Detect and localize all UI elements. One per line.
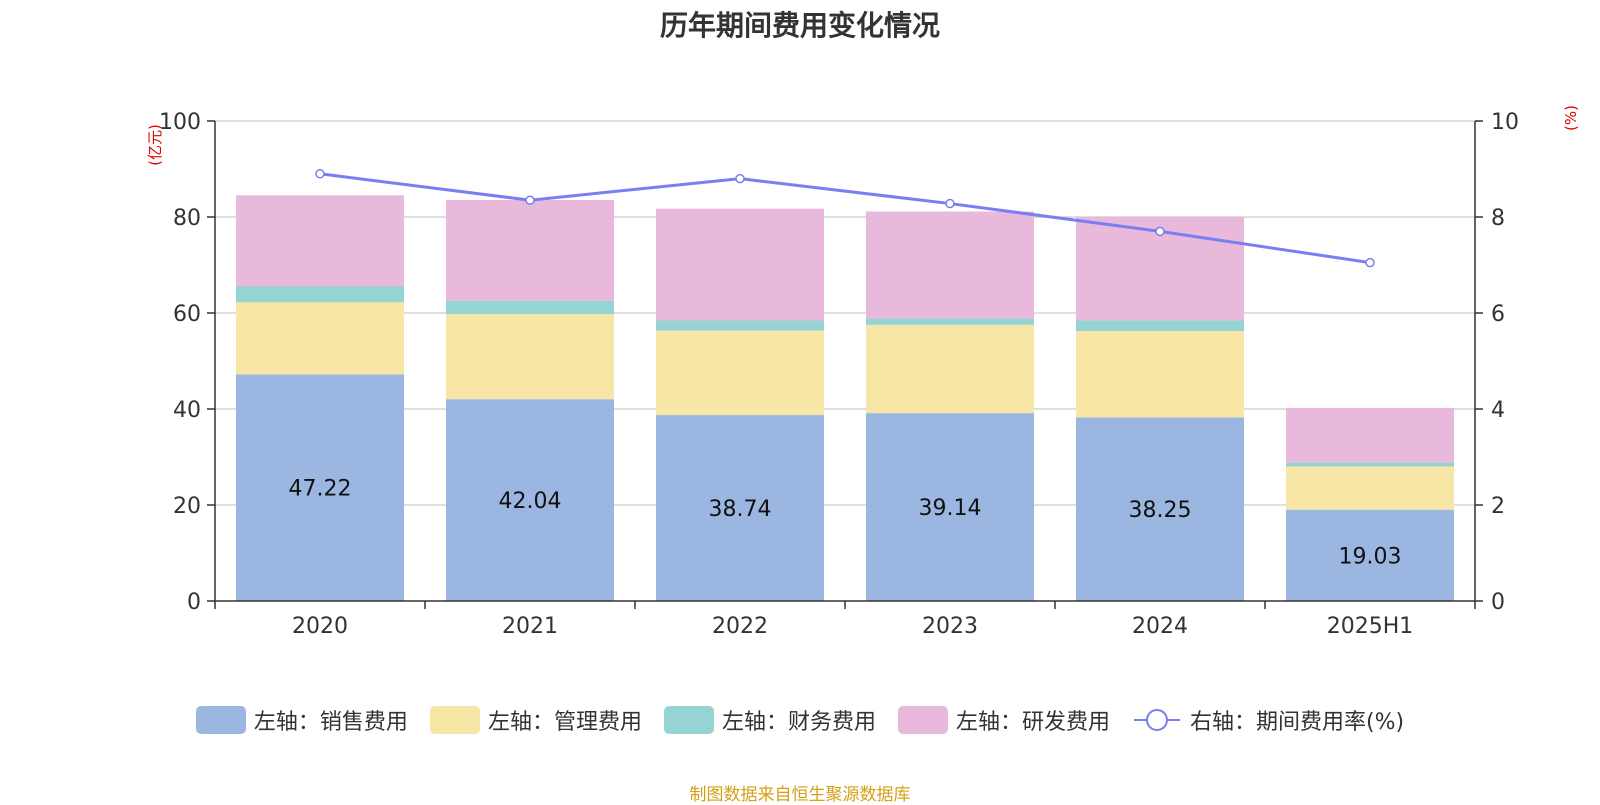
legend: 左轴：销售费用 左轴：管理费用 左轴：财务费用 左轴：研发费用 右轴：期间费用率(%) — [0, 704, 1600, 736]
bar-segment — [866, 318, 1034, 325]
bar-data-label: 38.25 — [1129, 498, 1192, 523]
bar-layer — [236, 195, 1454, 601]
legend-swatch — [195, 706, 246, 734]
bar-segment — [866, 211, 1034, 319]
right-axis-tick-label: 4 — [1491, 398, 1505, 423]
bar-segment — [446, 314, 614, 400]
bar-data-label: 47.22 — [289, 477, 352, 502]
x-axis-tick-label: 2025H1 — [1327, 614, 1414, 639]
legend-label: 右轴：期间费用率(%) — [1189, 710, 1405, 735]
rate-line-point — [1155, 226, 1165, 237]
axes: 0 20 40 60 80 100 0 2 4 6 8 10 2020 2021 2022 2023 2024 2… — [159, 110, 1519, 639]
source-note: 制图数据来自恒生聚源数据库 — [689, 785, 911, 805]
x-axis-tick-label: 2021 — [502, 614, 558, 639]
bar-segment — [1286, 466, 1454, 510]
x-axis-tick-label: 2024 — [1132, 614, 1188, 639]
legend-swatch — [897, 706, 948, 734]
x-axis-tick-label: 2022 — [712, 614, 768, 639]
grid-lines — [215, 120, 1475, 506]
legend-swatch — [429, 706, 480, 734]
right-axis-tick-label: 10 — [1491, 110, 1519, 135]
right-axis-tick-label: 2 — [1491, 494, 1505, 519]
left-axis-tick-label: 20 — [173, 494, 201, 519]
x-axis-tick-label: 2020 — [292, 614, 348, 639]
rate-line-point — [735, 173, 745, 184]
bar-segment — [656, 208, 824, 321]
right-axis-unit-label: (%) — [1562, 105, 1580, 131]
rate-line — [319, 172, 1371, 265]
data-labels: 47.22 42.04 38.74 39.14 38.25 19.03 — [289, 477, 1402, 570]
bar-segment — [866, 413, 1034, 601]
left-axis-tick-label: 40 — [173, 398, 201, 423]
right-axis-tick-label: 8 — [1491, 206, 1505, 231]
bar-segment — [1076, 331, 1244, 418]
bar-segment — [1286, 407, 1454, 463]
bar-segment — [236, 195, 404, 287]
left-axis-tick-label: 60 — [173, 302, 201, 327]
bar-segment — [446, 200, 614, 301]
legend-label: 左轴：销售费用 — [253, 710, 408, 735]
bar-segment — [446, 399, 614, 601]
legend-item[interactable]: 左轴：管理费用 — [429, 704, 642, 736]
bar-data-label: 19.03 — [1339, 544, 1402, 569]
bar-segment — [656, 320, 824, 331]
rate-line-point — [315, 169, 325, 179]
rate-line-point — [945, 198, 955, 209]
bar-segment — [1076, 320, 1244, 331]
bar-segment — [1076, 417, 1244, 601]
bar-segment — [236, 302, 404, 375]
left-axis-unit-label: (亿元) — [146, 124, 164, 166]
legend-item[interactable]: 左轴：销售费用 — [195, 704, 408, 736]
bar-segment — [1286, 462, 1454, 467]
bar-segment — [236, 374, 404, 601]
bar-data-label: 38.74 — [709, 497, 772, 522]
right-axis-tick-label: 0 — [1491, 590, 1505, 615]
bar-segment — [236, 286, 404, 303]
rate-line-layer — [315, 169, 1375, 268]
legend-label: 左轴：研发费用 — [955, 710, 1110, 735]
bar-segment — [1286, 509, 1454, 601]
bar-segment — [656, 330, 824, 416]
left-axis-tick-label: 0 — [187, 590, 201, 615]
bar-segment — [656, 415, 824, 601]
bar-segment — [446, 300, 614, 315]
legend-swatch — [663, 706, 714, 734]
legend-item[interactable]: 右轴：期间费用率(%) — [1132, 704, 1404, 736]
rate-line-point — [525, 195, 535, 205]
right-axis-tick-label: 6 — [1491, 302, 1505, 327]
legend-item[interactable]: 左轴：财务费用 — [663, 704, 876, 736]
x-axis-tick-label: 2023 — [922, 614, 978, 639]
legend-label: 左轴：管理费用 — [487, 710, 642, 735]
bar-data-label: 42.04 — [499, 489, 562, 514]
rate-line-point — [1365, 257, 1375, 268]
left-axis-tick-label: 80 — [173, 206, 201, 231]
legend-line-swatch — [1133, 709, 1180, 731]
left-axis-tick-label: 100 — [159, 110, 201, 135]
legend-item[interactable]: 左轴：研发费用 — [897, 704, 1110, 736]
legend-label: 左轴：财务费用 — [721, 710, 876, 735]
chart-title: 历年期间费用变化情况 — [659, 9, 940, 42]
bar-data-label: 39.14 — [919, 496, 982, 521]
bar-segment — [866, 324, 1034, 414]
